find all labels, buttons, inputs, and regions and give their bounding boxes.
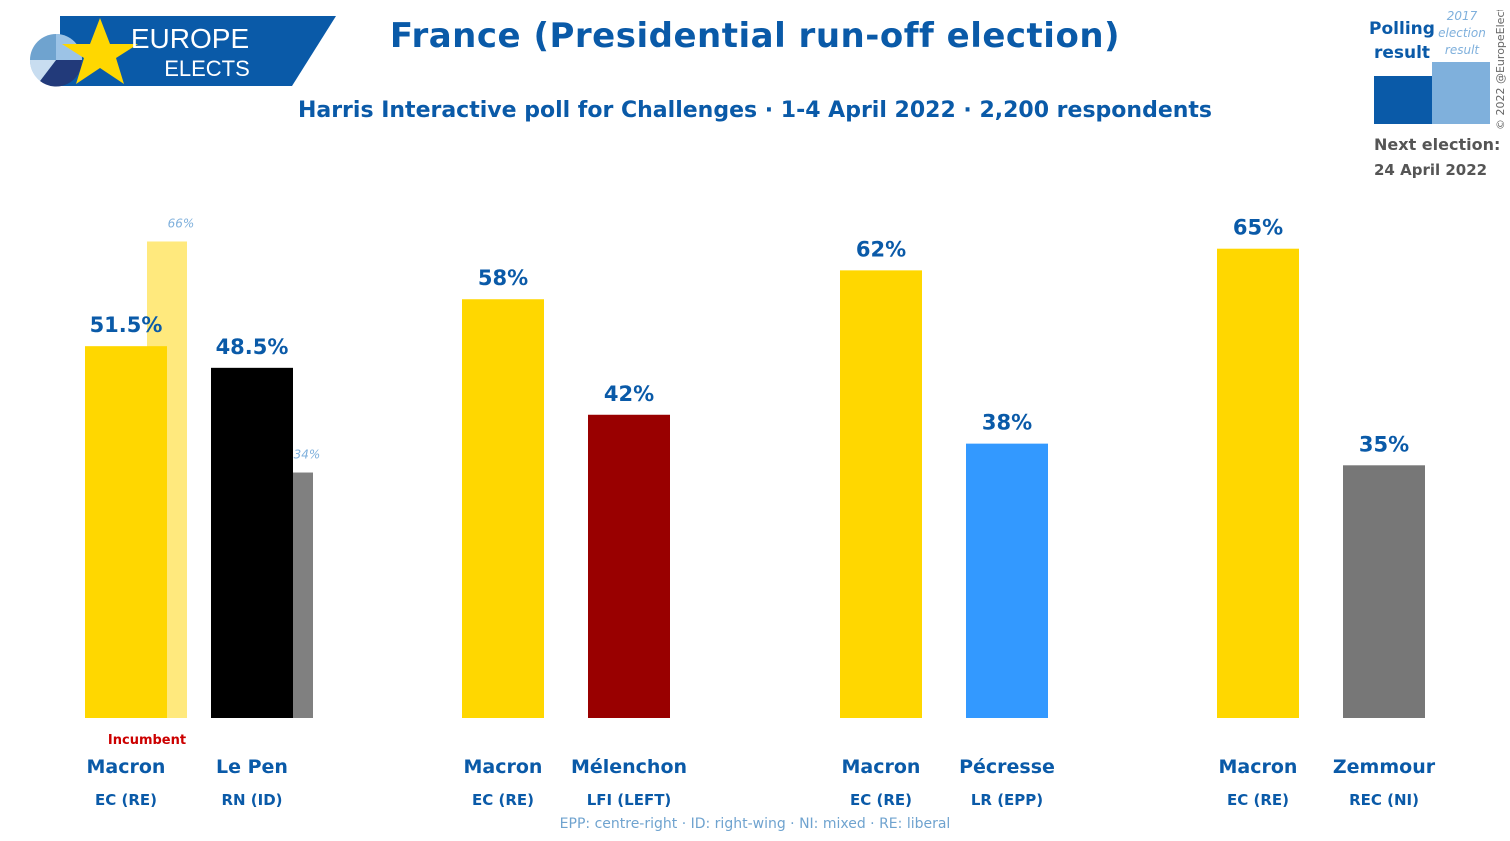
candidate-name: Macron bbox=[87, 756, 166, 778]
next-election-label: Next election: bbox=[1374, 135, 1500, 154]
bar bbox=[1343, 465, 1425, 718]
legend-polling-swatch bbox=[1374, 76, 1436, 124]
candidate-name: Macron bbox=[1219, 756, 1298, 778]
legend: Polling result 2017 election result Next… bbox=[1369, 9, 1500, 179]
legend-prev-label-1: 2017 bbox=[1447, 9, 1478, 23]
bar bbox=[588, 414, 670, 718]
logo-line1: EUROPE bbox=[131, 23, 249, 54]
bar bbox=[1217, 248, 1299, 718]
candidate-party: LR (EPP) bbox=[971, 791, 1043, 809]
bar bbox=[966, 443, 1048, 718]
logo-star-icon bbox=[62, 18, 138, 84]
bar bbox=[462, 299, 544, 718]
candidate-name: Pécresse bbox=[959, 756, 1055, 778]
europe-elects-logo: EUROPE ELECTS bbox=[29, 16, 336, 87]
copyright: © 2022 @EuropeElects bbox=[1494, 10, 1507, 130]
bar-value-label: 65% bbox=[1233, 216, 1283, 240]
bar-value-label: 35% bbox=[1359, 432, 1409, 456]
bar-value-label: 38% bbox=[982, 411, 1032, 435]
bar-value-label: 42% bbox=[604, 382, 654, 406]
previous-value-label: 34% bbox=[294, 448, 321, 462]
bar-value-label: 48.5% bbox=[216, 335, 289, 359]
bar bbox=[85, 346, 167, 718]
chart-title: France (Presidential run-off election) bbox=[389, 16, 1121, 56]
candidate-name: Le Pen bbox=[216, 756, 288, 778]
bar bbox=[840, 270, 922, 718]
chart-subtitle: Harris Interactive poll for Challenges ·… bbox=[297, 98, 1213, 123]
bar-value-label: 58% bbox=[478, 266, 528, 290]
candidate-party: EC (RE) bbox=[850, 791, 912, 809]
candidate-name: Macron bbox=[464, 756, 543, 778]
candidate-party: EC (RE) bbox=[95, 791, 157, 809]
logo-banner bbox=[60, 16, 336, 86]
candidate-name: Zemmour bbox=[1333, 756, 1436, 778]
candidate-party: RN (ID) bbox=[221, 791, 282, 809]
party-footnote: EPP: centre-right · ID: right-wing · NI:… bbox=[559, 816, 951, 832]
incumbent-label: Incumbent bbox=[108, 733, 186, 748]
logo-line2: ELECTS bbox=[164, 56, 250, 81]
next-election-date: 24 April 2022 bbox=[1374, 161, 1487, 179]
candidate-party: EC (RE) bbox=[1227, 791, 1289, 809]
bar bbox=[211, 367, 293, 718]
legend-prev-label-2: election bbox=[1438, 26, 1486, 40]
legend-polling-label-2: result bbox=[1374, 43, 1430, 63]
bar-value-label: 62% bbox=[856, 237, 906, 261]
previous-value-label: 66% bbox=[168, 216, 195, 230]
copyright-text: © 2022 @EuropeElects bbox=[1494, 10, 1507, 130]
legend-prev-label-3: result bbox=[1445, 43, 1481, 57]
candidate-party: REC (NI) bbox=[1349, 791, 1419, 809]
candidate-party: LFI (LEFT) bbox=[587, 791, 672, 809]
candidate-name: Mélenchon bbox=[571, 756, 687, 778]
candidate-name: Macron bbox=[842, 756, 921, 778]
bar-value-label: 51.5% bbox=[90, 313, 163, 337]
candidate-party: EC (RE) bbox=[472, 791, 534, 809]
legend-polling-label-1: Polling bbox=[1369, 19, 1435, 39]
legend-prev-swatch bbox=[1432, 62, 1490, 124]
